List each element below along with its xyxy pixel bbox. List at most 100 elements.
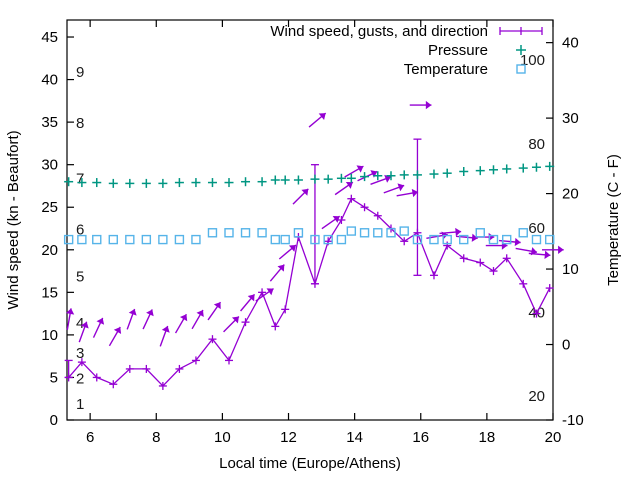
plot-frame bbox=[66, 19, 554, 421]
wind-direction-arrow bbox=[207, 301, 222, 321]
wind-direction-arrow bbox=[240, 293, 256, 312]
x-tick-label: 20 bbox=[545, 429, 562, 446]
temperature-marker bbox=[270, 234, 280, 245]
wind-direction-arrow bbox=[191, 309, 204, 330]
temperature-marker bbox=[399, 226, 409, 236]
temperature-marker bbox=[293, 228, 304, 238]
beaufort-label: 2 bbox=[76, 370, 84, 387]
y-tick-label: 15 bbox=[41, 284, 58, 301]
temperature-marker bbox=[544, 234, 555, 245]
wind-direction-arrow bbox=[541, 245, 564, 254]
temperature-marker bbox=[125, 234, 135, 245]
wind-direction-arrow bbox=[344, 165, 364, 178]
y-tick-label: 45 bbox=[41, 29, 58, 46]
wind-direction-arrow bbox=[223, 315, 240, 333]
wind-direction-arrow bbox=[528, 250, 551, 259]
legend-label-temperature: Temperature bbox=[404, 61, 488, 78]
fahrenheit-label: 20 bbox=[528, 388, 545, 405]
beaufort-label: 7 bbox=[76, 170, 84, 187]
temperature-marker bbox=[531, 234, 542, 245]
wind-direction-arrow bbox=[126, 308, 137, 330]
y2-tick-label: 30 bbox=[562, 110, 579, 127]
temperature-marker bbox=[77, 234, 87, 245]
y-tick-label: 20 bbox=[41, 242, 58, 259]
fahrenheit-label: 100 bbox=[520, 52, 545, 69]
wind-direction-arrow bbox=[78, 321, 89, 343]
temperature-marker bbox=[174, 234, 185, 245]
wind-direction-arrow bbox=[292, 188, 309, 205]
beaufort-label: 1 bbox=[76, 396, 84, 413]
temperature-marker bbox=[257, 228, 267, 238]
temperature-marker bbox=[240, 228, 251, 238]
x-tick-label: 14 bbox=[346, 429, 363, 446]
beaufort-label: 6 bbox=[76, 222, 84, 239]
x-tick-label: 18 bbox=[479, 429, 496, 446]
y-tick-label: 10 bbox=[41, 327, 58, 344]
temperature-marker bbox=[310, 234, 320, 245]
y2-tick-label: 40 bbox=[562, 35, 579, 52]
temperature-marker bbox=[429, 234, 439, 245]
y-axis-title: Wind speed (kn - Beaufort) bbox=[5, 130, 22, 309]
y2-tick-label: 20 bbox=[562, 186, 579, 203]
wind-direction-arrow bbox=[370, 174, 392, 185]
wind-speed-line bbox=[68, 197, 551, 387]
legend-label-pressure: Pressure bbox=[428, 42, 488, 59]
beaufort-label: 4 bbox=[76, 315, 84, 332]
temperature-marker bbox=[191, 234, 201, 245]
temperature-marker bbox=[346, 226, 357, 236]
x-tick-label: 6 bbox=[86, 429, 94, 446]
temperature-marker bbox=[224, 228, 234, 238]
wind-direction-arrow bbox=[92, 317, 105, 338]
x-tick-label: 16 bbox=[412, 429, 429, 446]
wind-direction-arrow bbox=[108, 326, 122, 347]
wind-direction-arrow bbox=[334, 181, 354, 196]
beaufort-label: 3 bbox=[76, 345, 84, 362]
beaufort-label: 8 bbox=[76, 115, 84, 132]
temperature-marker bbox=[488, 234, 499, 245]
wind-direction-arrow bbox=[65, 308, 75, 330]
temperature-marker bbox=[459, 234, 469, 245]
x-axis-title: Local time (Europe/Athens) bbox=[219, 455, 401, 472]
temperature-marker bbox=[502, 234, 512, 245]
wind-direction-arrow bbox=[142, 309, 154, 330]
y-tick-label: 25 bbox=[41, 199, 58, 216]
y-tick-label: 30 bbox=[41, 157, 58, 174]
x-tick-label: 8 bbox=[152, 429, 160, 446]
temperature-marker bbox=[207, 228, 218, 238]
y2-tick-label: -10 bbox=[562, 412, 584, 429]
temperature-marker bbox=[412, 234, 423, 245]
fahrenheit-label: 80 bbox=[528, 136, 545, 153]
y2-tick-label: 0 bbox=[562, 337, 570, 354]
y-tick-label: 5 bbox=[50, 369, 58, 386]
temperature-marker bbox=[63, 234, 74, 245]
temperature-marker bbox=[92, 234, 102, 245]
wind-direction-arrow bbox=[255, 287, 274, 302]
wind-direction-arrow bbox=[308, 112, 327, 128]
temperature-marker bbox=[158, 234, 168, 245]
beaufort-label: 9 bbox=[76, 64, 84, 81]
temperature-marker bbox=[475, 228, 485, 238]
temperature-marker bbox=[280, 234, 290, 245]
wind-direction-arrow bbox=[396, 188, 419, 198]
wind-direction-arrow bbox=[269, 264, 285, 282]
wind-direction-arrow bbox=[409, 100, 432, 110]
y-tick-label: 35 bbox=[41, 114, 58, 131]
wind-direction-arrow bbox=[439, 227, 462, 237]
temperature-marker bbox=[359, 228, 370, 238]
wind-direction-arrow bbox=[159, 325, 170, 347]
y2-axis-title: Temperature (C - F) bbox=[605, 154, 622, 286]
y-tick-label: 0 bbox=[50, 412, 58, 429]
y2-tick-label: 10 bbox=[562, 261, 579, 278]
wind-direction-arrow bbox=[383, 183, 405, 194]
temperature-marker bbox=[442, 234, 452, 245]
fahrenheit-label: 60 bbox=[528, 220, 545, 237]
temperature-marker bbox=[336, 234, 347, 245]
temperature-marker bbox=[323, 234, 333, 245]
legend-swatch-temperature bbox=[516, 64, 526, 74]
temperature-marker bbox=[518, 228, 528, 238]
y-tick-label: 40 bbox=[41, 72, 58, 89]
x-tick-label: 10 bbox=[214, 429, 231, 446]
wind-direction-arrow bbox=[321, 215, 341, 230]
legend-label-wind: Wind speed, gusts, and direction bbox=[270, 23, 488, 40]
